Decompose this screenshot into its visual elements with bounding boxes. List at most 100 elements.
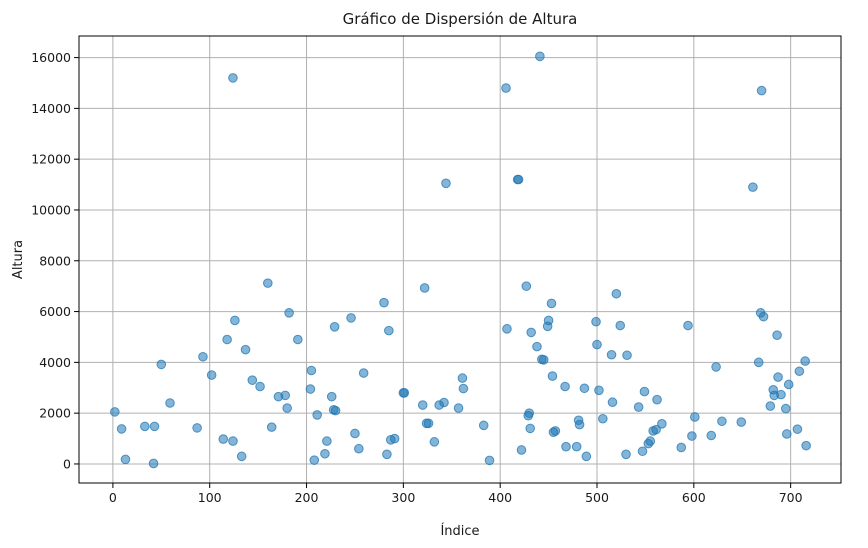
data-point [579, 383, 590, 394]
data-point [116, 424, 127, 434]
data-point [312, 410, 322, 420]
data-point [560, 381, 570, 392]
data-point [284, 308, 294, 318]
data-point [230, 315, 240, 326]
data-point [453, 403, 464, 413]
data-point [501, 83, 511, 93]
data-point [526, 327, 536, 338]
data-point [781, 429, 792, 439]
data-point [657, 419, 667, 429]
data-point [502, 324, 512, 334]
data-point [792, 424, 803, 434]
data-point [309, 455, 320, 465]
data-point [354, 443, 364, 454]
data-point [458, 383, 469, 394]
data-point [581, 451, 592, 462]
data-point [637, 446, 648, 457]
data-point [429, 437, 440, 447]
data-point [247, 375, 258, 385]
data-point [439, 397, 449, 408]
data-point [706, 430, 717, 441]
data-point [192, 423, 202, 433]
data-point [441, 178, 451, 189]
data-point [645, 436, 656, 446]
data-point [110, 407, 120, 417]
data-point [417, 400, 428, 410]
data-point [574, 419, 585, 430]
x-tick-label: 600 [682, 490, 706, 505]
chart-title: Gráfico de Dispersión de Altura [343, 10, 578, 28]
data-point [781, 403, 791, 414]
data-point [326, 391, 337, 402]
x-tick-label: 500 [585, 490, 609, 505]
data-point [606, 349, 617, 360]
axis-ticks: 0 100 200 300 400 500 600 700 0 2000 4000 6000 8000 1… [31, 50, 802, 505]
data-point [765, 401, 776, 411]
data-point [525, 423, 535, 434]
data-point [330, 405, 341, 416]
data-point [293, 334, 303, 345]
data-point [611, 288, 622, 299]
x-tick-label: 400 [488, 490, 512, 505]
x-tick-label: 100 [198, 490, 222, 505]
data-point [222, 334, 232, 345]
data-point [240, 344, 251, 355]
data-point [263, 278, 273, 288]
data-point [652, 394, 662, 405]
data-point [266, 422, 277, 432]
data-point [639, 386, 650, 397]
y-tick-label: 16000 [31, 50, 71, 65]
data-point [206, 370, 217, 380]
data-point [772, 330, 782, 340]
data-point [228, 436, 238, 446]
data-point [756, 85, 767, 96]
data-point [651, 424, 661, 435]
y-tick-label: 4000 [39, 355, 71, 370]
data-point [687, 431, 697, 441]
data-point [524, 408, 535, 418]
data-point [350, 428, 360, 439]
data-point [535, 51, 545, 62]
y-tick-label: 10000 [31, 202, 71, 217]
data-point [228, 73, 238, 83]
data-point [306, 365, 317, 376]
data-point [538, 355, 549, 365]
x-tick-label: 300 [391, 490, 415, 505]
data-point [711, 362, 721, 372]
data-point [547, 371, 558, 381]
data-point [120, 454, 131, 465]
data-point [165, 398, 175, 408]
x-tick-label: 0 [109, 490, 117, 505]
data-point [683, 320, 693, 331]
data-point [532, 341, 542, 352]
data-point [218, 434, 229, 444]
data-point [546, 298, 557, 309]
y-tick-label: 6000 [39, 304, 71, 319]
data-point [783, 379, 794, 390]
data-point [513, 174, 524, 185]
data-point [346, 313, 356, 323]
y-tick-label: 14000 [31, 101, 71, 116]
plot-frame [78, 35, 842, 484]
data-point [419, 283, 430, 293]
y-axis-title: Altura [11, 240, 26, 279]
data-point [322, 436, 332, 446]
data-point [801, 440, 811, 451]
data-point [280, 390, 291, 401]
data-point [736, 417, 747, 427]
data-point [149, 421, 160, 432]
data-point [320, 448, 330, 459]
data-point [615, 320, 626, 331]
data-point [389, 433, 400, 444]
data-point [379, 297, 389, 308]
data-point [382, 449, 392, 460]
y-tick-label: 0 [63, 456, 71, 471]
data-point [423, 418, 434, 429]
x-tick-label: 200 [295, 490, 319, 505]
data-point [305, 384, 316, 394]
data-point [236, 451, 247, 462]
data-point [140, 421, 150, 432]
data-point [753, 357, 764, 368]
data-point [516, 445, 527, 455]
